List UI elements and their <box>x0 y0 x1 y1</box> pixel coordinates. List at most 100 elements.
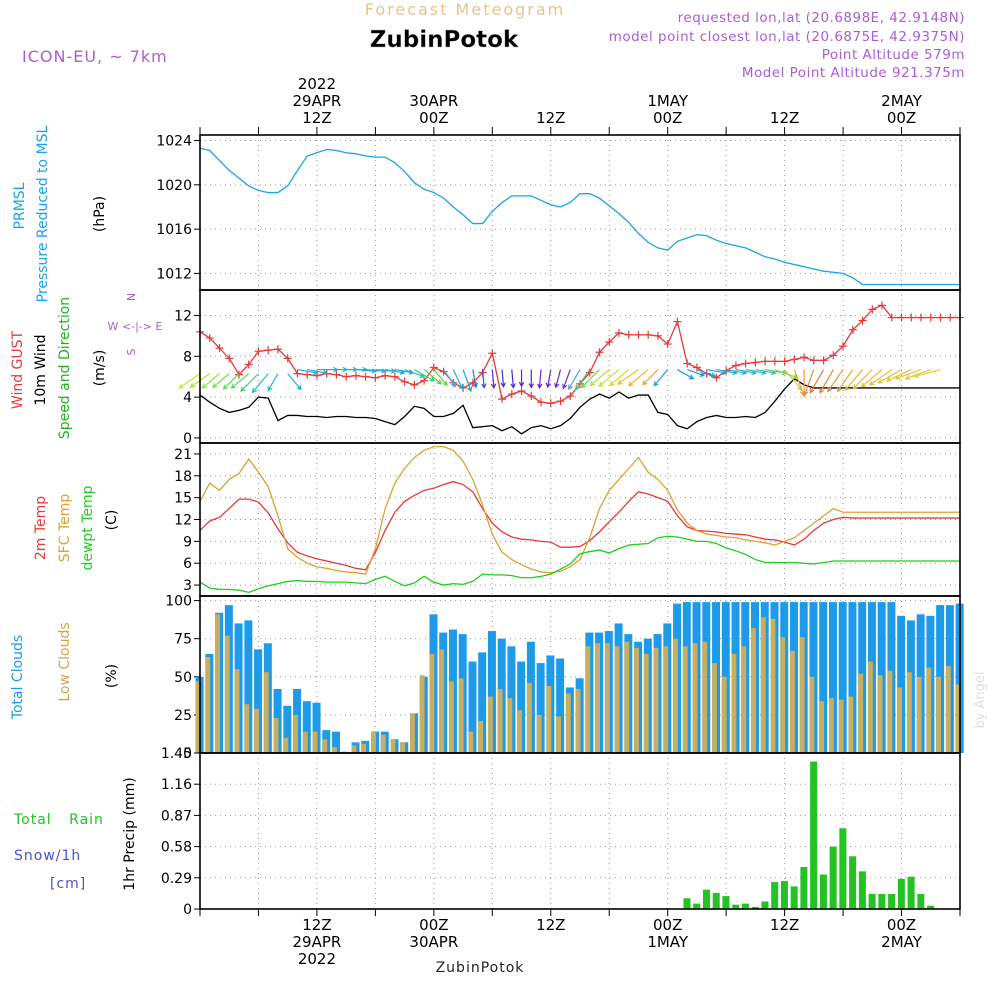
y-tick-label: 1.45 <box>161 746 192 762</box>
bottom-time-label: 12Z <box>302 916 331 934</box>
wind-arrow <box>653 369 669 387</box>
bar <box>780 637 786 753</box>
bar <box>877 675 883 753</box>
bottom-time-label: 00Z <box>653 916 682 934</box>
wind-arrow <box>211 373 230 389</box>
top-time-label: 29APR <box>293 92 342 110</box>
bar <box>497 688 503 753</box>
compass-n: N <box>125 293 138 301</box>
top-time-label: 12Z <box>302 109 331 127</box>
label-total-rain: Total Rain <box>13 812 104 828</box>
wind-arrow <box>852 369 873 390</box>
bar <box>839 828 847 909</box>
label-ms: (m/s) <box>92 350 108 387</box>
bar <box>439 649 445 753</box>
y-tick-label: 12 <box>174 513 192 529</box>
bar <box>234 669 240 753</box>
bar <box>955 684 961 753</box>
gust-marker <box>848 325 857 334</box>
bar <box>858 871 866 909</box>
bar <box>419 675 425 753</box>
bar <box>789 650 795 753</box>
bar <box>429 653 435 753</box>
top-time-label: 2MAY <box>881 92 923 110</box>
bar <box>916 676 922 753</box>
bar <box>741 903 749 909</box>
bar <box>819 874 827 909</box>
wind-arrow <box>251 373 269 394</box>
wind-arrow <box>589 369 610 387</box>
series-dewpt-temp-line <box>199 535 960 594</box>
bar <box>380 734 386 753</box>
label-total-clouds: Total Clouds <box>10 635 26 720</box>
gust-marker <box>673 317 682 326</box>
gust-marker <box>683 359 692 368</box>
top-time-label: 12Z <box>770 109 799 127</box>
label-hpa: (hPa) <box>92 196 108 232</box>
gust-marker <box>936 313 945 322</box>
wind-arrow <box>222 373 240 390</box>
gust-marker <box>546 399 555 408</box>
bar <box>906 672 912 753</box>
bar <box>332 731 341 753</box>
wind-arrow <box>877 369 902 384</box>
bar <box>351 745 357 753</box>
series-total-rain <box>683 761 935 909</box>
y-tick-label: 0.87 <box>161 808 192 824</box>
top-time-label: 00Z <box>887 109 916 127</box>
top-time-label: 00Z <box>653 109 682 127</box>
gust-marker <box>780 357 789 366</box>
y-tick-label: 18 <box>174 469 192 485</box>
gust-marker <box>381 371 390 380</box>
wind-arrow <box>490 369 497 390</box>
bar <box>643 653 649 753</box>
bottom-time-label: 12Z <box>536 916 565 934</box>
wind-arrow <box>598 369 620 387</box>
bar <box>302 731 308 753</box>
info-closest: model point closest lon,lat (20.6875E, 4… <box>609 29 965 45</box>
gust-marker <box>809 356 818 365</box>
wind-arrow <box>686 368 706 377</box>
bar <box>897 687 903 753</box>
wind-arrow <box>462 369 473 393</box>
gust-marker <box>215 344 224 353</box>
gust-marker <box>361 372 370 381</box>
bar <box>332 746 337 753</box>
bar <box>244 620 253 753</box>
y-tick-label: 0.29 <box>161 871 192 887</box>
bar <box>487 696 493 753</box>
location-title: ZubinPotok <box>370 27 519 53</box>
bar <box>595 643 600 753</box>
bar <box>556 716 562 753</box>
gust-marker <box>839 342 848 351</box>
bar <box>897 878 905 909</box>
gust-marker <box>351 371 360 380</box>
bar <box>312 731 318 753</box>
gust-marker <box>731 361 740 370</box>
bar <box>400 742 406 753</box>
gust-marker <box>537 398 546 407</box>
bar <box>409 713 415 753</box>
wind-arrow <box>803 369 815 396</box>
bar <box>487 631 496 753</box>
gust-marker <box>244 360 253 369</box>
gust-marker <box>663 340 672 349</box>
wind-arrow <box>414 369 436 382</box>
y-tick-label: 1012 <box>156 266 192 282</box>
bar <box>263 672 269 753</box>
top-time-label: 00Z <box>419 109 448 127</box>
y-tick-label: 25 <box>174 708 192 724</box>
gust-marker <box>498 395 507 404</box>
bar <box>858 673 864 753</box>
wind-arrow <box>178 373 201 389</box>
panel-4-frame <box>199 752 961 910</box>
panel-3: 0 25 50 75 100 <box>165 594 964 762</box>
bar <box>771 882 779 909</box>
gust-marker <box>653 331 662 340</box>
wind-arrow <box>433 369 448 387</box>
gust-marker <box>868 305 877 314</box>
gust-marker <box>390 372 399 381</box>
bar <box>926 667 932 753</box>
gust-marker <box>517 386 526 395</box>
series-2m-temp-line <box>199 480 960 571</box>
